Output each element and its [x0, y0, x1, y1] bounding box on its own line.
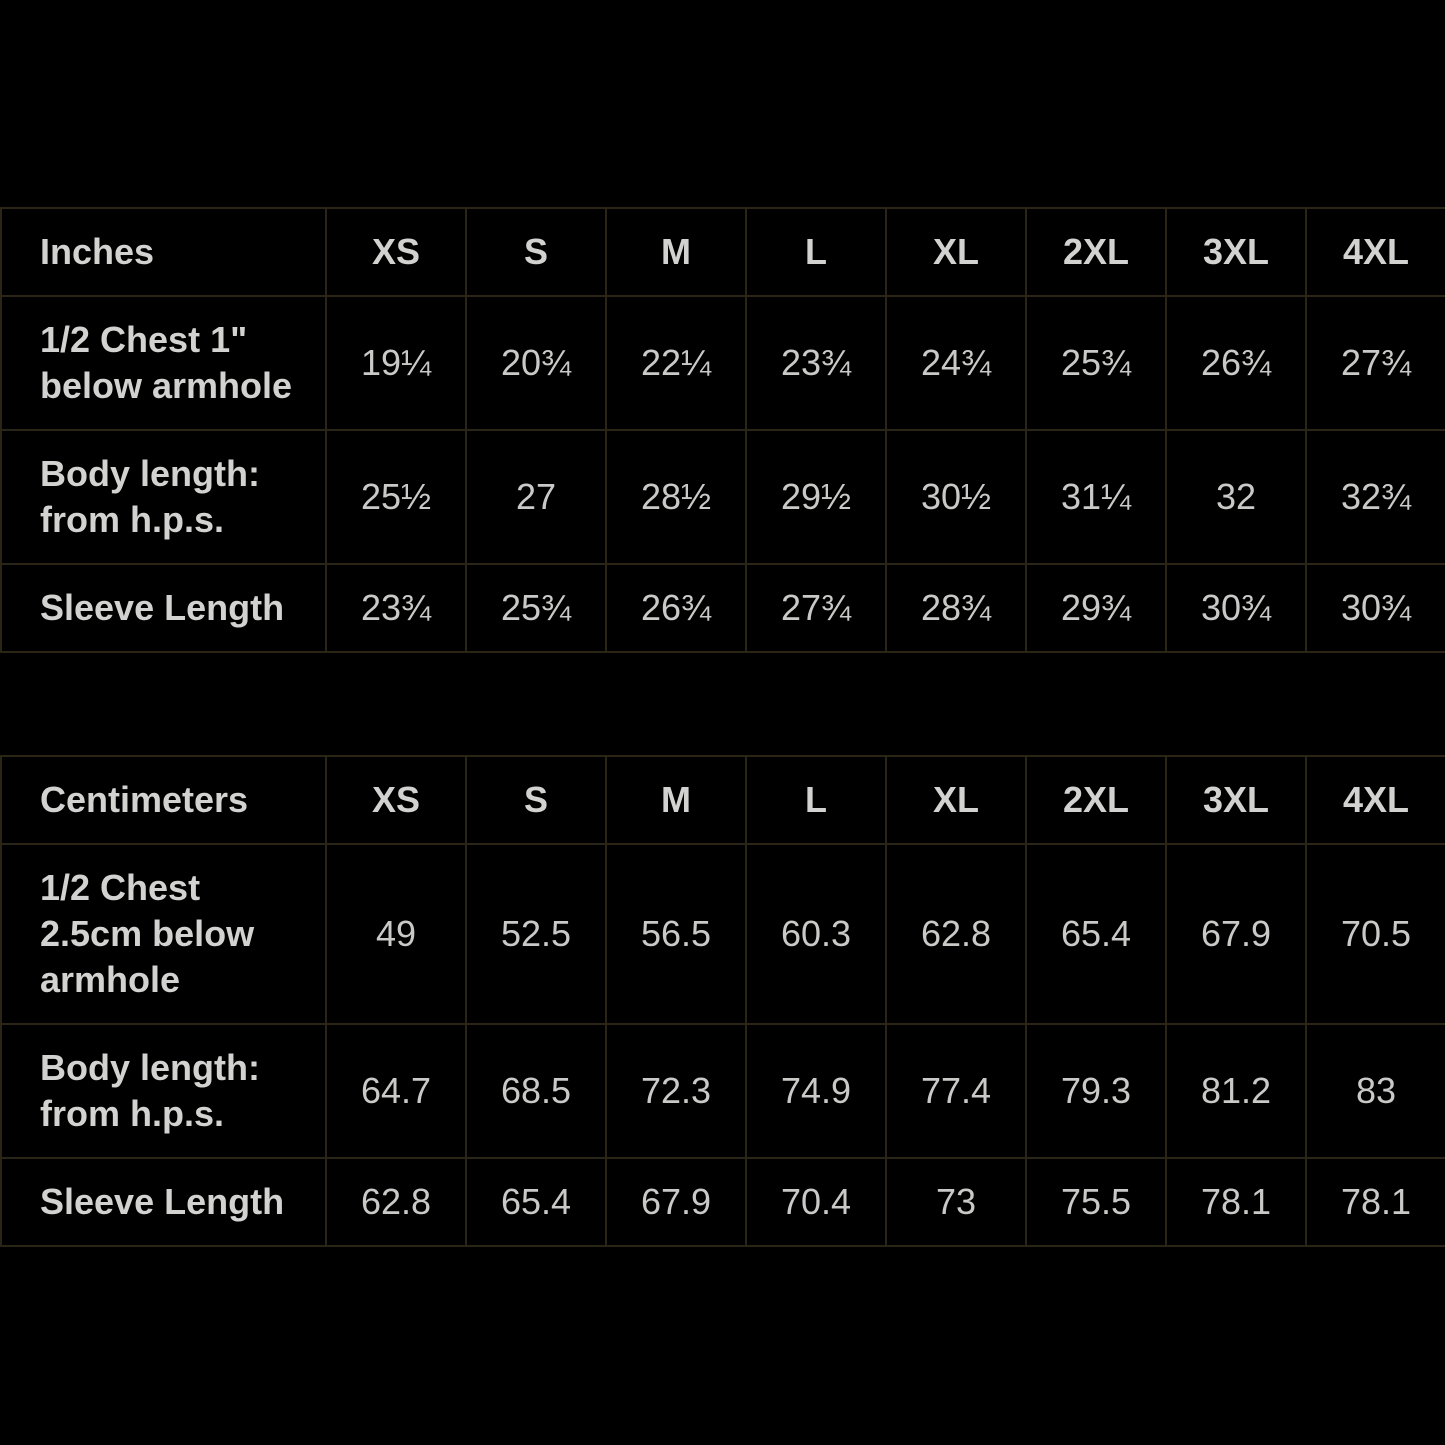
measurement-value: 26¾ [605, 563, 747, 653]
row-label: Body length: from h.p.s. [0, 1023, 327, 1159]
table-row-half-chest: 1/2 Chest 2.5cm below armhole 49 52.5 56… [0, 843, 1445, 1025]
measurement-value: 65.4 [465, 1157, 607, 1247]
measurement-value: 77.4 [885, 1023, 1027, 1159]
measurement-value: 27¾ [745, 563, 887, 653]
measurement-value: 30½ [885, 429, 1027, 565]
measurement-value: 70.4 [745, 1157, 887, 1247]
table-row-body-length: Body length: from h.p.s. 25½ 27 28½ 29½ … [0, 429, 1445, 565]
measurement-value: 74.9 [745, 1023, 887, 1159]
measurement-value: 30¾ [1165, 563, 1307, 653]
unit-label: Centimeters [0, 755, 327, 845]
size-column-header-xl: XL [885, 207, 1027, 297]
row-label: Sleeve Length [0, 1157, 327, 1247]
measurement-value: 26¾ [1165, 295, 1307, 431]
table-header-row: Centimeters XS S M L XL 2XL 3XL 4XL [0, 755, 1445, 845]
measurement-value: 23¾ [745, 295, 887, 431]
measurement-value: 19¼ [325, 295, 467, 431]
measurement-value: 67.9 [1165, 843, 1307, 1025]
size-column-header-m: M [605, 755, 747, 845]
table-header-row: Inches XS S M L XL 2XL 3XL 4XL [0, 207, 1445, 297]
measurement-value: 78.1 [1305, 1157, 1445, 1247]
measurement-value: 72.3 [605, 1023, 747, 1159]
size-column-header-xs: XS [325, 755, 467, 845]
inches-size-table: Inches XS S M L XL 2XL 3XL 4XL 1/2 Chest… [0, 207, 1445, 653]
measurement-value: 25¾ [465, 563, 607, 653]
measurement-value: 81.2 [1165, 1023, 1307, 1159]
row-label: 1/2 Chest 2.5cm below armhole [0, 843, 327, 1025]
measurement-value: 30¾ [1305, 563, 1445, 653]
measurement-value: 79.3 [1025, 1023, 1167, 1159]
size-column-header-s: S [465, 755, 607, 845]
size-column-header-3xl: 3XL [1165, 755, 1307, 845]
measurement-value: 27¾ [1305, 295, 1445, 431]
measurement-value: 27 [465, 429, 607, 565]
measurement-value: 62.8 [325, 1157, 467, 1247]
measurement-value: 62.8 [885, 843, 1027, 1025]
table-row-sleeve-length: Sleeve Length 62.8 65.4 67.9 70.4 73 75.… [0, 1157, 1445, 1247]
row-label: Body length: from h.p.s. [0, 429, 327, 565]
measurement-value: 25¾ [1025, 295, 1167, 431]
measurement-value: 24¾ [885, 295, 1027, 431]
measurement-value: 28½ [605, 429, 747, 565]
table-row-half-chest: 1/2 Chest 1" below armhole 19¼ 20¾ 22¼ 2… [0, 295, 1445, 431]
measurement-value: 65.4 [1025, 843, 1167, 1025]
measurement-value: 78.1 [1165, 1157, 1307, 1247]
table-row-sleeve-length: Sleeve Length 23¾ 25¾ 26¾ 27¾ 28¾ 29¾ 30… [0, 563, 1445, 653]
measurement-value: 64.7 [325, 1023, 467, 1159]
measurement-value: 67.9 [605, 1157, 747, 1247]
measurement-value: 73 [885, 1157, 1027, 1247]
measurement-value: 56.5 [605, 843, 747, 1025]
measurement-value: 60.3 [745, 843, 887, 1025]
measurement-value: 23¾ [325, 563, 467, 653]
measurement-value: 32 [1165, 429, 1307, 565]
size-column-header-4xl: 4XL [1305, 207, 1445, 297]
size-column-header-2xl: 2XL [1025, 755, 1167, 845]
measurement-value: 25½ [325, 429, 467, 565]
measurement-value: 20¾ [465, 295, 607, 431]
measurement-value: 29½ [745, 429, 887, 565]
measurement-value: 52.5 [465, 843, 607, 1025]
size-column-header-l: L [745, 755, 887, 845]
measurement-value: 70.5 [1305, 843, 1445, 1025]
size-column-header-l: L [745, 207, 887, 297]
size-column-header-xs: XS [325, 207, 467, 297]
measurement-value: 28¾ [885, 563, 1027, 653]
measurement-value: 83 [1305, 1023, 1445, 1159]
measurement-value: 22¼ [605, 295, 747, 431]
size-column-header-4xl: 4XL [1305, 755, 1445, 845]
size-column-header-xl: XL [885, 755, 1027, 845]
measurement-value: 32¾ [1305, 429, 1445, 565]
measurement-value: 49 [325, 843, 467, 1025]
size-column-header-s: S [465, 207, 607, 297]
centimeters-size-table: Centimeters XS S M L XL 2XL 3XL 4XL 1/2 … [0, 755, 1445, 1247]
table-row-body-length: Body length: from h.p.s. 64.7 68.5 72.3 … [0, 1023, 1445, 1159]
unit-label: Inches [0, 207, 327, 297]
measurement-value: 75.5 [1025, 1157, 1167, 1247]
row-label: Sleeve Length [0, 563, 327, 653]
size-column-header-2xl: 2XL [1025, 207, 1167, 297]
size-column-header-m: M [605, 207, 747, 297]
measurement-value: 31¼ [1025, 429, 1167, 565]
size-column-header-3xl: 3XL [1165, 207, 1307, 297]
row-label: 1/2 Chest 1" below armhole [0, 295, 327, 431]
measurement-value: 29¾ [1025, 563, 1167, 653]
measurement-value: 68.5 [465, 1023, 607, 1159]
